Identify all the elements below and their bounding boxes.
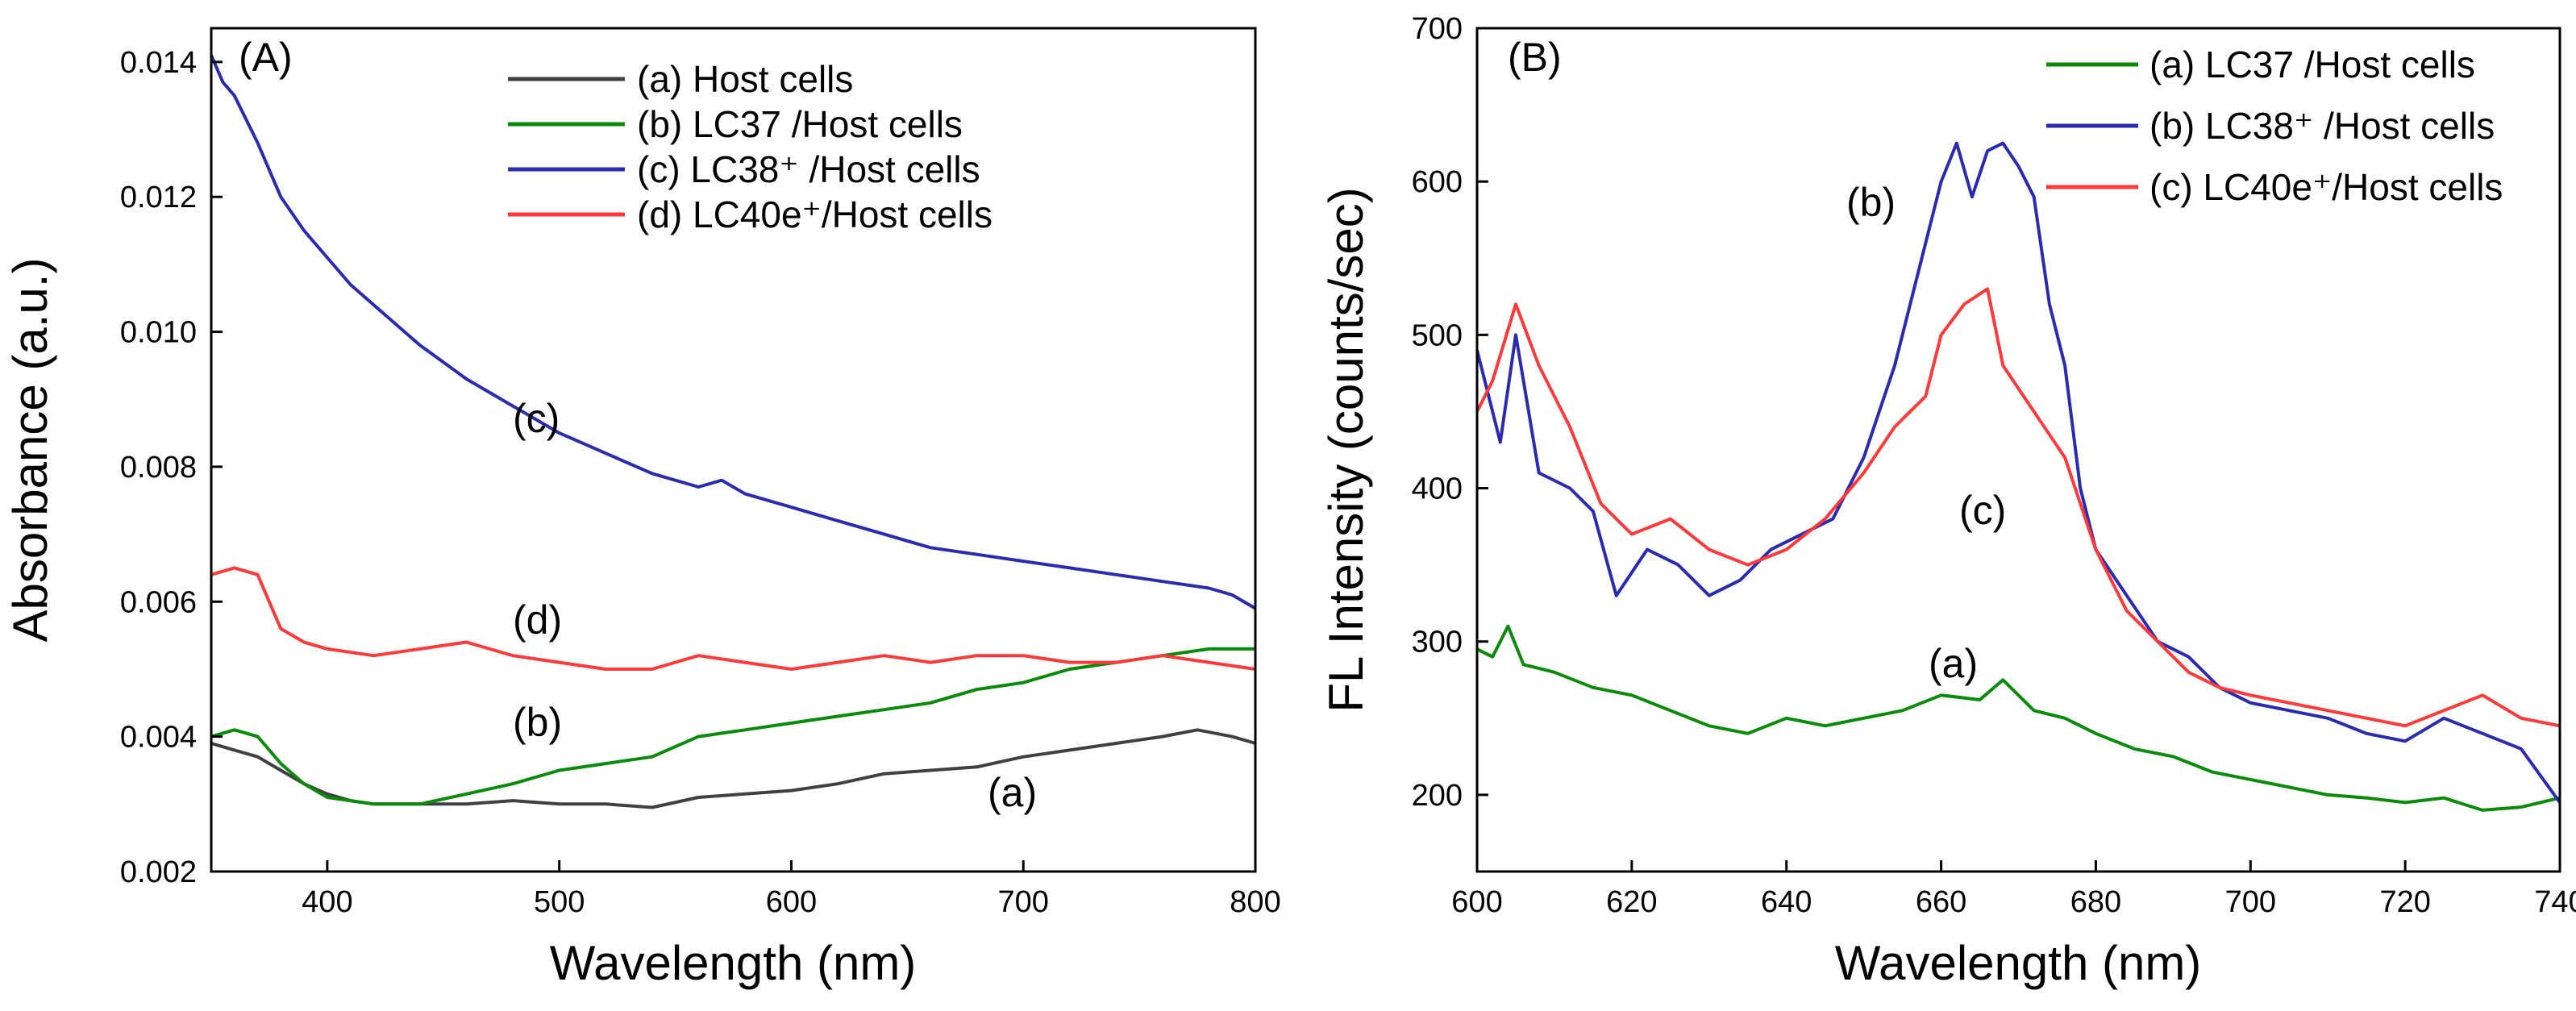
panel-a-curve-annotation-a: (a) (988, 770, 1037, 815)
panel-a-y-tick-label: 0.014 (120, 46, 197, 80)
panel-a-y-tick-label: 0.002 (120, 855, 197, 889)
panel-b-y-tick-label: 700 (1412, 12, 1463, 46)
panel-b-legend-label-a: (a) LC37 /Host cells (2149, 44, 2475, 85)
panel-a-y-tick-label: 0.012 (120, 181, 197, 214)
panel-a-legend-label-d: (d) LC40e⁺/Host cells (637, 193, 993, 235)
panel-b-x-tick-label: 700 (2225, 885, 2276, 919)
panel-b-x-tick-label: 600 (1451, 885, 1502, 919)
panel-a-series-line-a (210, 728, 1256, 809)
panel-a-axes-frame (210, 27, 1257, 873)
panel-b-y-tick-label: 600 (1412, 165, 1463, 199)
panel-a-x-tick-label: 400 (302, 885, 352, 919)
panel-a-x-tick-label: 500 (534, 885, 585, 919)
panel-b-fluorescence: 600 620 640 660 680 700 720 740 200 300 400 500 600 7… (1319, 12, 2576, 990)
panel-a-y-tick-label: 0.006 (120, 585, 197, 619)
panel-a-absorbance: 400 500 600 700 800 0.002 0.004 0.006 0.008 0.010… (3, 27, 1281, 990)
panel-b-x-tick-label: 680 (2070, 885, 2121, 919)
panel-a-label: (A) (239, 35, 293, 80)
panel-a-legend-label-b: (b) LC37 /Host cells (637, 103, 963, 145)
panel-a-curve-annotation-d: (d) (513, 597, 562, 643)
panel-a-curve-annotation-b: (b) (513, 700, 562, 745)
panel-a-curve-annotation-c: (c) (513, 396, 560, 441)
panel-b-x-tick-label: 740 (2534, 885, 2576, 919)
panel-b-axes-frame (1475, 27, 2561, 873)
panel-a-y-tick-label: 0.010 (120, 316, 197, 350)
panel-b-series-line-b (1475, 141, 2561, 804)
panel-a-series-line-d (210, 566, 1256, 671)
panel-b-x-tick-label: 660 (1916, 885, 1966, 919)
panel-a-y-axis-title: Absorbance (a.u.) (3, 258, 57, 643)
panel-b-series-line-c (1475, 287, 2561, 728)
panel-b-x-tick-label: 620 (1606, 885, 1657, 919)
panel-a-legend-label-a: (a) Host cells (637, 58, 853, 100)
panel-b-series-line-a (1476, 624, 2561, 812)
panel-a-y-tick-label: 0.004 (120, 721, 197, 755)
panel-b-x-tick-label: 640 (1761, 885, 1812, 919)
panel-a-x-tick-label: 700 (998, 885, 1049, 919)
panel-b-y-tick-label: 200 (1412, 779, 1463, 813)
panel-b-curve-annotation-c: (c) (1959, 488, 2006, 533)
panel-b-y-tick-label: 300 (1412, 626, 1463, 659)
panel-b-y-axis-title: FL Intensity (counts/sec) (1319, 187, 1373, 712)
panel-a-series-line-b (210, 647, 1255, 806)
panel-b-curve-annotation-a: (a) (1929, 641, 1978, 686)
panel-b-y-tick-label: 500 (1412, 318, 1463, 352)
panel-a-series-line-c (210, 54, 1257, 610)
panel-a-x-tick-label: 800 (1230, 885, 1280, 919)
panel-b-legend-label-b: (b) LC38⁺ /Host cells (2149, 105, 2495, 147)
panel-b-label: (B) (1508, 35, 1562, 80)
panel-a-x-axis-title: Wavelength (nm) (550, 936, 917, 990)
panel-a-x-tick-label: 600 (766, 885, 817, 919)
panel-b-y-tick-label: 400 (1412, 472, 1463, 506)
panel-b-x-axis-title: Wavelength (nm) (1835, 936, 2202, 990)
panel-b-legend-label-c: (c) LC40e⁺/Host cells (2149, 166, 2503, 208)
panel-b-x-tick-label: 720 (2379, 885, 2430, 919)
panel-a-y-tick-label: 0.008 (120, 451, 197, 485)
panel-a-legend-label-c: (c) LC38⁺ /Host cells (637, 148, 980, 190)
panel-b-curve-annotation-b: (b) (1846, 180, 1896, 225)
